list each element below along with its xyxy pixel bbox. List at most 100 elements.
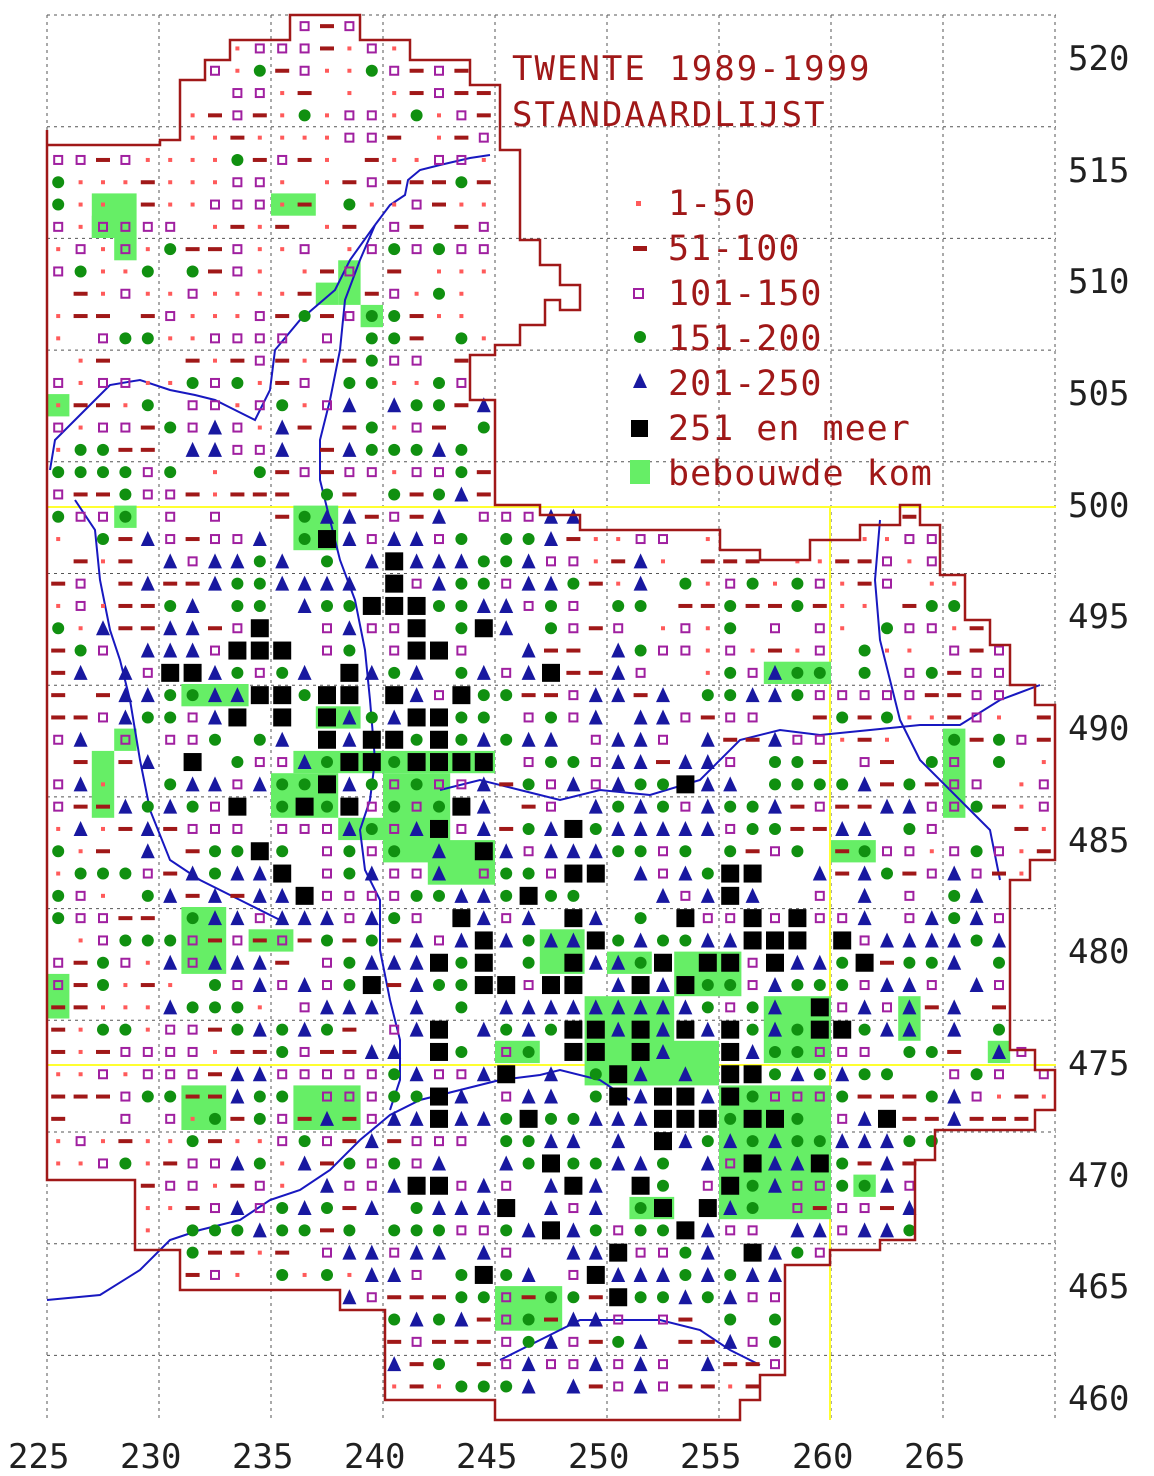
open-square-icon xyxy=(814,690,825,701)
dash-icon xyxy=(476,1339,491,1344)
filled-square-icon xyxy=(676,1221,695,1240)
circle-icon xyxy=(164,243,177,256)
filled-square-icon xyxy=(318,708,336,727)
triangle-icon xyxy=(768,1177,782,1193)
triangle-icon xyxy=(588,1244,603,1260)
triangle-icon xyxy=(633,1266,648,1282)
dash-icon xyxy=(835,849,850,854)
open-square-icon xyxy=(165,734,176,745)
triangle-icon xyxy=(544,1177,558,1193)
open-square-icon xyxy=(546,779,556,790)
open-square-icon xyxy=(658,1359,668,1370)
open-square-icon xyxy=(366,890,377,901)
triangle-icon xyxy=(275,419,290,435)
dot-icon xyxy=(257,135,262,140)
dash-icon xyxy=(947,1049,962,1054)
triangle-icon xyxy=(118,798,133,814)
triangle-icon xyxy=(521,575,536,591)
legend-filled-square-icon xyxy=(631,420,648,437)
filled-square-icon xyxy=(743,931,762,950)
triangle-icon xyxy=(320,999,334,1015)
circle-icon xyxy=(298,778,311,791)
filled-square-icon xyxy=(609,1243,628,1262)
filled-square-icon xyxy=(250,842,269,861)
open-square-icon xyxy=(725,712,736,723)
circle-icon xyxy=(365,778,378,791)
triangle-icon xyxy=(521,1356,536,1372)
open-square-icon xyxy=(546,868,556,879)
dot-icon xyxy=(459,269,464,274)
dash-icon xyxy=(163,871,178,876)
open-square-icon xyxy=(187,400,198,411)
open-square-icon xyxy=(322,400,332,411)
filled-square-icon xyxy=(586,864,605,883)
dot-icon xyxy=(101,1139,105,1144)
dot-icon xyxy=(302,1272,307,1277)
triangle-icon xyxy=(185,642,200,658)
open-square-icon xyxy=(814,913,825,924)
triangle-icon xyxy=(656,709,670,725)
triangle-icon xyxy=(499,932,514,948)
circle-icon xyxy=(522,822,535,835)
triangle-icon xyxy=(230,687,245,703)
open-square-icon xyxy=(770,1292,780,1303)
filled-square-icon xyxy=(654,1132,672,1151)
filled-square-icon xyxy=(586,1042,605,1061)
triangle-icon xyxy=(656,1043,670,1059)
triangle-icon xyxy=(409,1066,424,1082)
circle-icon xyxy=(74,265,87,278)
dash-icon xyxy=(812,715,827,720)
filled-square-icon xyxy=(721,1087,740,1106)
dash-icon xyxy=(96,693,110,698)
dash-icon xyxy=(73,983,88,988)
river-east2 xyxy=(873,519,1001,881)
open-square-icon xyxy=(994,980,1004,991)
open-square-icon xyxy=(658,1247,668,1258)
open-square-icon xyxy=(232,422,243,433)
dot-icon xyxy=(235,291,240,296)
legend-item-151-200: 151-200 xyxy=(634,319,822,359)
dash-icon xyxy=(745,737,760,742)
filled-square-icon xyxy=(228,797,247,816)
triangle-icon xyxy=(230,910,245,926)
circle-icon xyxy=(276,1202,289,1215)
open-square-icon xyxy=(613,1359,624,1370)
dash-icon xyxy=(409,492,424,497)
dot-icon xyxy=(1019,849,1024,854)
filled-square-icon xyxy=(452,753,471,772)
open-square-icon xyxy=(882,690,892,701)
triangle-icon xyxy=(588,709,603,725)
filled-square-icon xyxy=(698,1109,717,1128)
triangle-icon xyxy=(947,865,962,881)
filled-square-icon xyxy=(385,574,404,593)
dot-icon xyxy=(168,1206,173,1211)
dot-icon xyxy=(78,425,83,430)
dot-icon xyxy=(907,559,912,564)
triangle-icon xyxy=(700,1222,715,1238)
circle-icon xyxy=(746,1001,759,1014)
circle-icon xyxy=(141,265,154,278)
dot-icon xyxy=(369,202,374,207)
open-square-icon xyxy=(859,935,870,946)
open-square-icon xyxy=(994,913,1004,924)
triangle-icon xyxy=(947,1088,962,1104)
open-square-icon xyxy=(590,779,601,790)
open-square-icon xyxy=(814,645,825,656)
open-square-icon xyxy=(456,779,467,790)
circle-icon xyxy=(545,622,557,635)
open-square-icon xyxy=(165,1046,176,1057)
triangle-icon xyxy=(409,977,424,993)
triangle-icon xyxy=(476,887,491,903)
open-square-icon xyxy=(904,623,915,634)
circle-icon xyxy=(388,488,401,501)
filled-square-icon xyxy=(407,708,426,727)
dash-icon xyxy=(230,893,245,898)
circle-icon xyxy=(276,1268,289,1281)
triangle-icon xyxy=(118,687,133,703)
circle-icon xyxy=(186,1135,199,1148)
dot-icon xyxy=(145,247,150,252)
circle-icon xyxy=(186,800,199,813)
triangle-icon xyxy=(342,731,357,747)
circle-icon xyxy=(455,533,468,546)
open-square-icon xyxy=(366,1292,377,1303)
